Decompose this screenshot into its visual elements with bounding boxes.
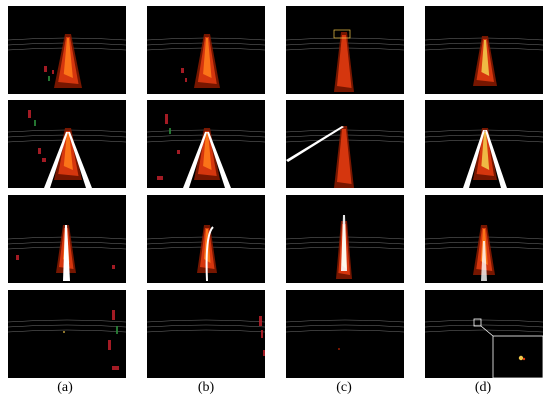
light-beam xyxy=(463,130,485,188)
caption-b: (b) xyxy=(197,380,215,395)
zoom-inset xyxy=(492,335,543,378)
noise-speck xyxy=(44,66,47,72)
zoomed-target xyxy=(518,355,524,361)
road-grid-line xyxy=(286,324,404,328)
scene-tile-r1-c xyxy=(286,6,404,94)
scene-tile-r3-d xyxy=(425,195,543,283)
scene-tile-r4-d xyxy=(425,290,543,378)
road-grid-line xyxy=(8,324,126,328)
noise-speck xyxy=(112,265,115,269)
noise-speck xyxy=(157,176,163,180)
scene-tile-r4-a xyxy=(8,290,126,378)
heat-region-core xyxy=(63,132,73,170)
heat-region-core xyxy=(63,38,73,78)
noise-speck xyxy=(181,68,184,73)
heat-region-core xyxy=(203,38,212,78)
road-grid-line xyxy=(147,324,265,328)
scene-tile-r4-b xyxy=(147,290,265,378)
scene-tile-r1-b xyxy=(147,6,265,94)
detection-box xyxy=(333,29,351,39)
noise-speck xyxy=(16,255,19,260)
heat-region-core xyxy=(481,40,490,76)
caption-a: (a) xyxy=(57,380,73,395)
noise-speck xyxy=(263,350,265,356)
light-beam xyxy=(205,226,214,282)
noise-speck xyxy=(259,316,262,326)
noise-speck xyxy=(169,128,171,134)
noise-speck xyxy=(185,78,187,82)
scene-tile-r2-b xyxy=(147,100,265,188)
road-grid-line xyxy=(8,319,126,323)
noise-speck xyxy=(112,366,119,370)
zoom-source-box xyxy=(473,318,482,327)
noise-speck xyxy=(52,70,54,74)
heat-region-mid xyxy=(337,129,352,184)
noise-speck xyxy=(261,330,263,338)
scene-tile-r2-c xyxy=(286,100,404,188)
heat-region-mid xyxy=(337,35,352,88)
noise-speck xyxy=(38,148,41,154)
light-beam xyxy=(286,126,344,162)
scene-tile-r3-b xyxy=(147,195,265,283)
noise-speck xyxy=(177,150,180,154)
zoomed-target xyxy=(522,357,526,361)
road-grid-line xyxy=(8,329,126,333)
road-grid-line xyxy=(147,319,265,323)
light-beam xyxy=(68,132,92,188)
light-beam xyxy=(341,215,347,271)
light-beam xyxy=(183,132,207,188)
road-grid-line xyxy=(286,329,404,333)
road-grid-line xyxy=(425,329,543,333)
road-grid-line xyxy=(425,324,543,328)
heat-region-core xyxy=(481,132,490,170)
scene-tile-r1-d xyxy=(425,6,543,94)
caption-d: (d) xyxy=(474,380,492,395)
caption-c: (c) xyxy=(336,380,352,395)
noise-speck xyxy=(338,348,340,350)
road-grid-line xyxy=(286,319,404,323)
scene-tile-r4-c xyxy=(286,290,404,378)
noise-speck xyxy=(108,340,111,350)
scene-tile-r2-a xyxy=(8,100,126,188)
noise-speck xyxy=(34,120,36,126)
light-beam xyxy=(207,132,231,188)
scene-tile-r1-a xyxy=(8,6,126,94)
scene-tile-r3-a xyxy=(8,195,126,283)
heat-region-core xyxy=(203,132,212,170)
noise-speck xyxy=(42,158,46,162)
road-grid-line xyxy=(147,329,265,333)
noise-speck xyxy=(165,114,168,124)
noise-speck xyxy=(116,326,118,334)
scene-tile-r3-c xyxy=(286,195,404,283)
light-beam xyxy=(63,225,70,281)
light-beam xyxy=(44,132,68,188)
light-beam xyxy=(481,241,487,281)
distant-target xyxy=(63,331,65,333)
noise-speck xyxy=(28,110,31,118)
noise-speck xyxy=(48,76,50,81)
road-grid-line xyxy=(425,319,543,323)
zoom-connector xyxy=(480,325,494,337)
noise-speck xyxy=(112,310,115,320)
light-beam xyxy=(485,130,507,188)
scene-tile-r2-d xyxy=(425,100,543,188)
